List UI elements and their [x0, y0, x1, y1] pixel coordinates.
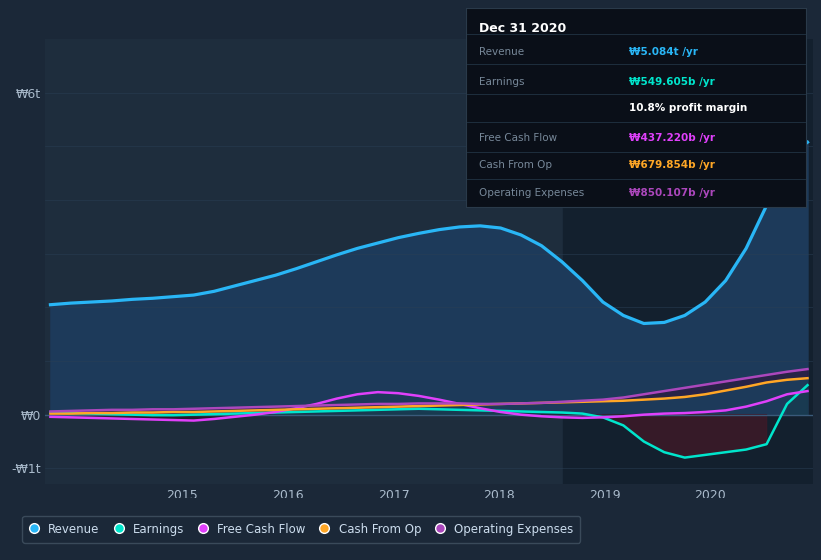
- Text: ₩850.107b /yr: ₩850.107b /yr: [629, 188, 715, 198]
- Bar: [562, 39, 821, 484]
- Text: 10.8% profit margin: 10.8% profit margin: [629, 103, 747, 113]
- Text: ₩549.605b /yr: ₩549.605b /yr: [629, 77, 715, 87]
- Text: Earnings: Earnings: [479, 77, 525, 87]
- Text: ₩437.220b /yr: ₩437.220b /yr: [629, 133, 715, 143]
- Text: Cash From Op: Cash From Op: [479, 161, 553, 170]
- Text: Dec 31 2020: Dec 31 2020: [479, 22, 566, 35]
- Legend: Revenue, Earnings, Free Cash Flow, Cash From Op, Operating Expenses: Revenue, Earnings, Free Cash Flow, Cash …: [22, 516, 580, 543]
- Text: ₩679.854b /yr: ₩679.854b /yr: [629, 161, 715, 170]
- Text: ₩5.084t /yr: ₩5.084t /yr: [629, 47, 698, 57]
- Text: Free Cash Flow: Free Cash Flow: [479, 133, 557, 143]
- Text: Operating Expenses: Operating Expenses: [479, 188, 585, 198]
- Text: Revenue: Revenue: [479, 47, 525, 57]
